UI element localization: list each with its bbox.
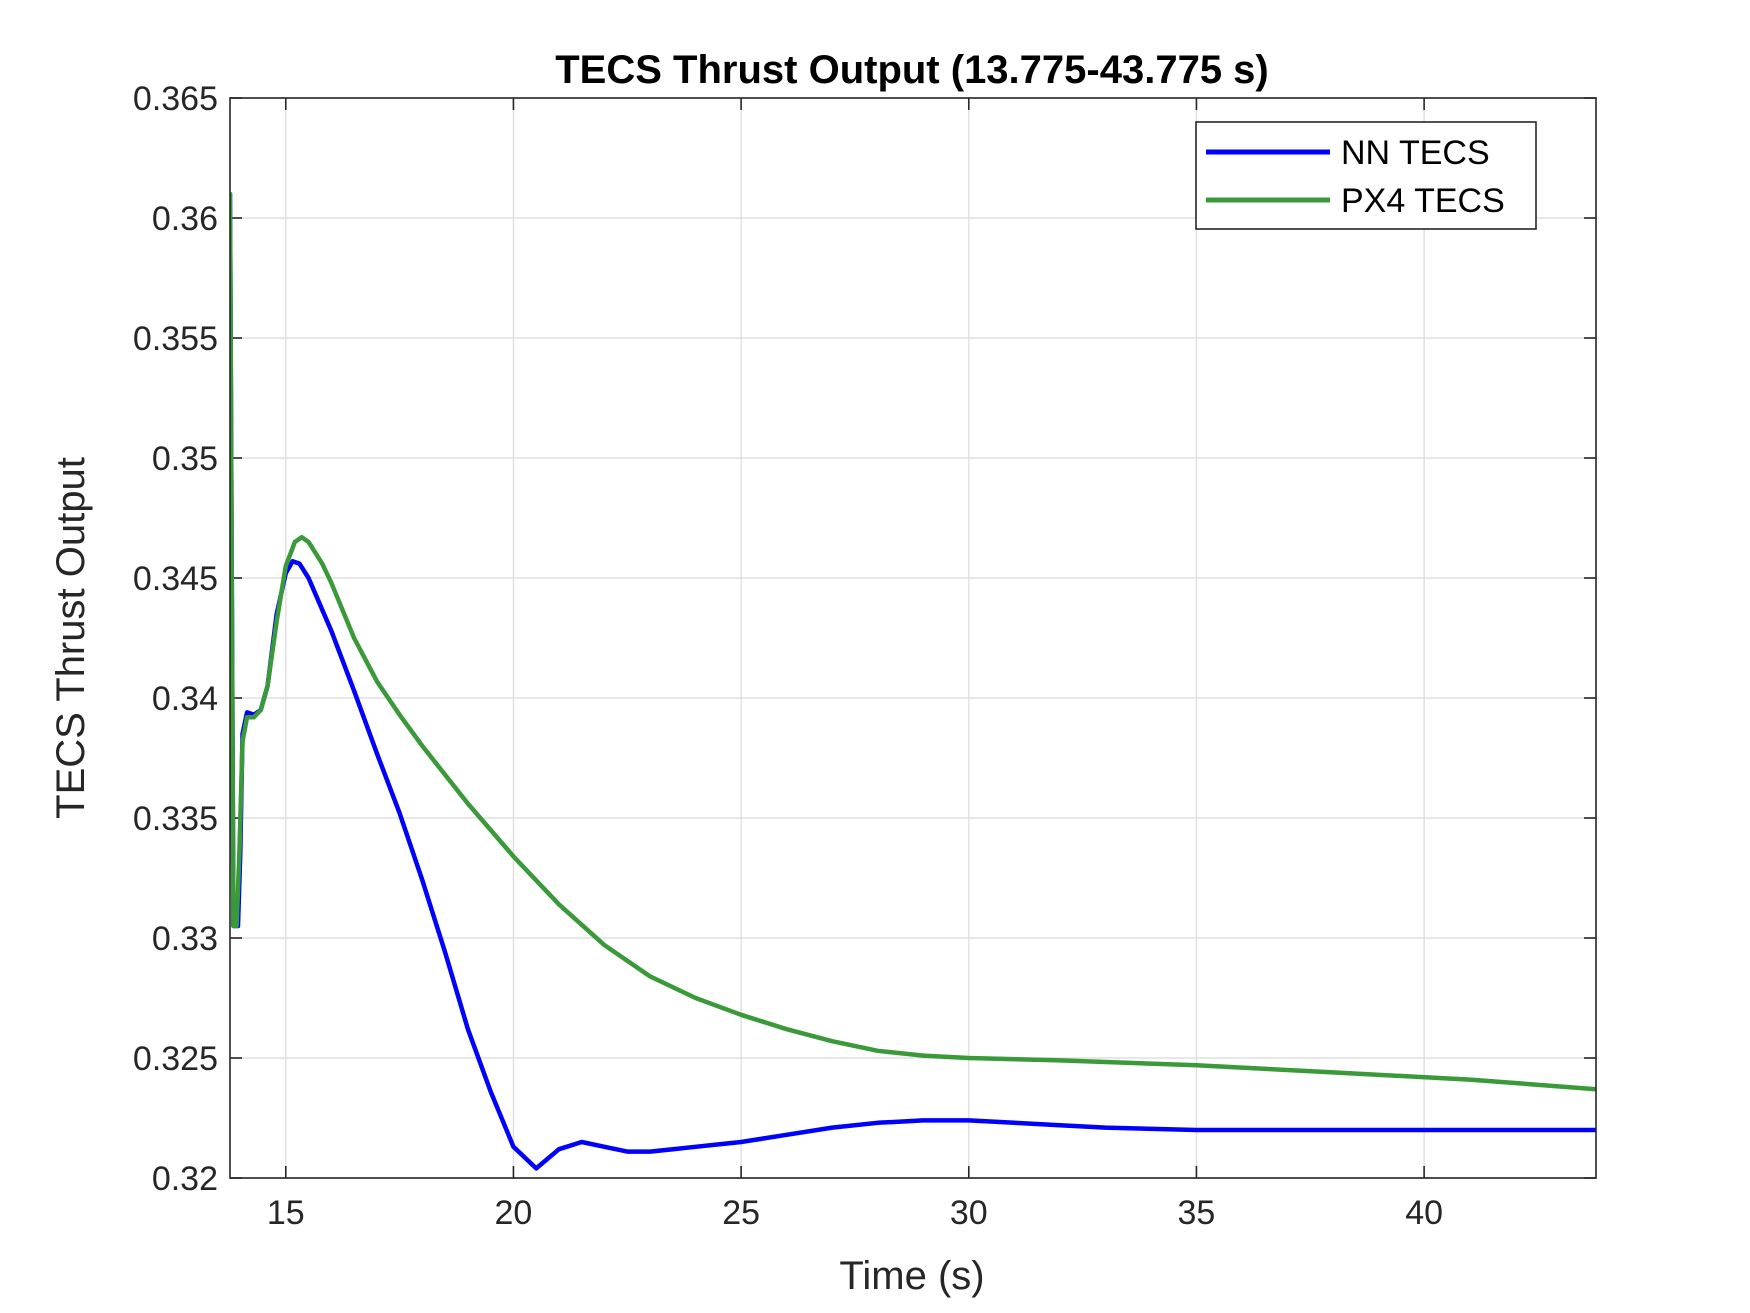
y-tick-label: 0.36 [152,200,218,238]
y-tick-label: 0.355 [133,320,218,358]
x-tick-label: 30 [950,1194,988,1232]
legend: NN TECS PX4 TECS [1195,121,1537,230]
x-axis-label: Time (s) [839,1254,984,1298]
x-tick-label: 20 [495,1194,533,1232]
plot-area [230,98,1596,1178]
grid-lines [230,97,1596,1179]
x-tick-label: 40 [1405,1194,1443,1232]
y-tick-labels: 0.32 0.325 0.33 0.335 0.34 0.345 0.35 0.355 0.36… [133,80,218,1198]
x-tick-label: 35 [1178,1194,1216,1232]
axes-box [229,97,1597,1179]
y-tick-label: 0.32 [152,1160,218,1198]
y-axis-label: TECS Thrust Output [49,457,93,819]
y-tick-label: 0.34 [152,680,218,718]
y-tick-label: 0.325 [133,1040,218,1078]
x-tick-label: 25 [722,1194,760,1232]
y-tick-label: 0.335 [133,800,218,838]
x-tick-label: 15 [267,1194,305,1232]
legend-label-px4-tecs: PX4 TECS [1341,182,1505,220]
legend-box [1195,121,1537,230]
legend-label-nn-tecs: NN TECS [1341,134,1490,172]
x-tick-labels: 15 20 25 30 35 40 [267,1194,1443,1232]
y-tick-label: 0.33 [152,920,218,958]
data-series [230,191,1596,1171]
chart-title: TECS Thrust Output (13.775-43.775 s) [555,48,1269,92]
y-tick-label: 0.35 [152,440,218,478]
series-line-px4-tecs [230,191,1596,1092]
y-tick-label: 0.365 [133,80,218,118]
y-tick-label: 0.345 [133,560,218,598]
